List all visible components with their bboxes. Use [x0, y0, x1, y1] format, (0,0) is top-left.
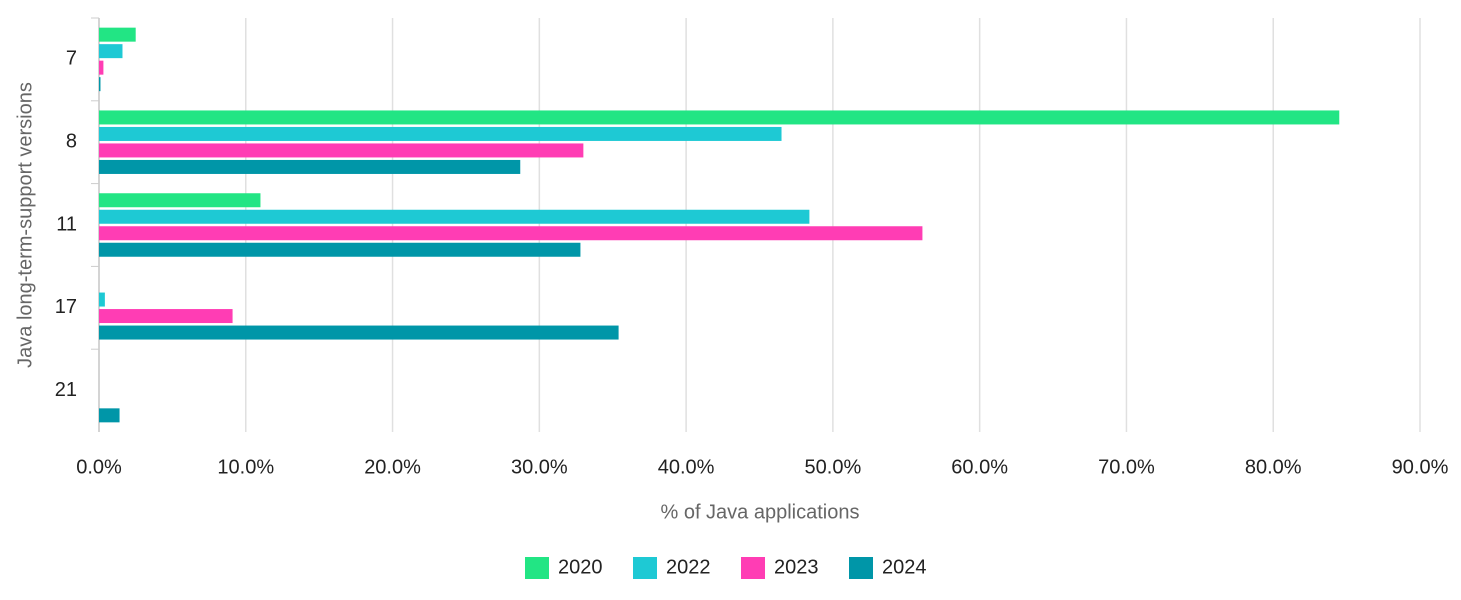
bar: [99, 408, 120, 423]
x-tick-label: 70.0%: [1098, 456, 1155, 478]
bar: [99, 159, 521, 174]
y-tick-label: 8: [66, 130, 77, 152]
bar: [99, 77, 101, 92]
bar: [99, 209, 810, 224]
y-tick-label: 17: [55, 296, 77, 318]
bar: [99, 242, 581, 257]
x-tick-label: 80.0%: [1245, 456, 1302, 478]
y-axis-title: Java long-term-support versions: [14, 82, 36, 368]
x-axis-title: % of Java applications: [660, 501, 859, 523]
legend-label: 2023: [774, 556, 819, 578]
legend-swatch: [525, 557, 549, 579]
bar: [99, 44, 123, 59]
bar: [99, 110, 1340, 125]
x-tick-label: 20.0%: [364, 456, 421, 478]
y-tick-label: 7: [66, 48, 77, 70]
bar: [99, 193, 261, 208]
bar: [99, 325, 619, 340]
bar: [99, 309, 233, 324]
y-tick-label: 21: [55, 379, 77, 401]
x-tick-label: 60.0%: [951, 456, 1008, 478]
y-tick-label: 11: [56, 213, 77, 235]
x-tick-label: 30.0%: [511, 456, 568, 478]
legend-label: 2020: [558, 556, 603, 578]
bar: [99, 60, 104, 75]
bar: [99, 226, 923, 241]
legend-swatch: [741, 557, 765, 579]
legend-swatch: [633, 557, 657, 579]
legend-label: 2022: [666, 556, 711, 578]
x-tick-label: 40.0%: [658, 456, 715, 478]
x-tick-label: 0.0%: [76, 456, 122, 478]
bar: [99, 292, 105, 307]
bar: [99, 143, 584, 158]
x-tick-label: 10.0%: [217, 456, 274, 478]
bar: [99, 126, 782, 141]
x-tick-label: 90.0%: [1392, 456, 1449, 478]
x-tick-label: 50.0%: [805, 456, 862, 478]
legend-label: 2024: [882, 556, 927, 578]
legend-swatch: [849, 557, 873, 579]
bar: [99, 27, 136, 42]
